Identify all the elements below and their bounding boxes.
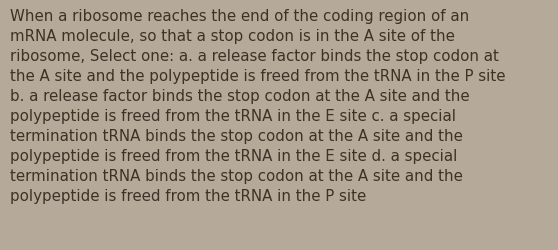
Text: When a ribosome reaches the end of the coding region of an
mRNA molecule, so tha: When a ribosome reaches the end of the c…: [10, 9, 506, 203]
